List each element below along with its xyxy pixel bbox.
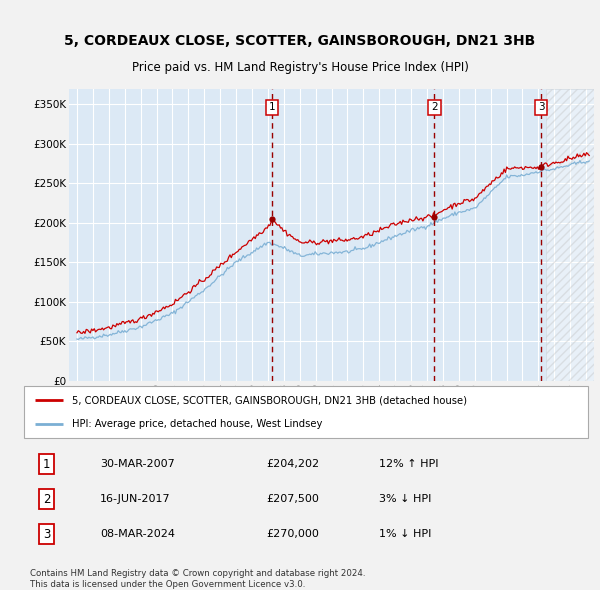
Bar	[546, 88, 594, 381]
Text: 1: 1	[269, 103, 275, 113]
Text: 5, CORDEAUX CLOSE, SCOTTER, GAINSBOROUGH, DN21 3HB: 5, CORDEAUX CLOSE, SCOTTER, GAINSBOROUGH…	[64, 34, 536, 48]
Text: 3: 3	[538, 103, 544, 113]
Text: £204,202: £204,202	[266, 459, 320, 469]
Text: 1% ↓ HPI: 1% ↓ HPI	[379, 529, 431, 539]
Text: £207,500: £207,500	[266, 494, 319, 504]
Text: Price paid vs. HM Land Registry's House Price Index (HPI): Price paid vs. HM Land Registry's House …	[131, 61, 469, 74]
Text: 3% ↓ HPI: 3% ↓ HPI	[379, 494, 431, 504]
Text: 16-JUN-2017: 16-JUN-2017	[100, 494, 171, 504]
Text: 30-MAR-2007: 30-MAR-2007	[100, 459, 175, 469]
Text: 08-MAR-2024: 08-MAR-2024	[100, 529, 175, 539]
Text: £270,000: £270,000	[266, 529, 319, 539]
Text: 2: 2	[43, 493, 50, 506]
Text: 3: 3	[43, 527, 50, 540]
Text: Contains HM Land Registry data © Crown copyright and database right 2024.
This d: Contains HM Land Registry data © Crown c…	[29, 569, 365, 589]
FancyBboxPatch shape	[24, 386, 588, 438]
Text: 2: 2	[431, 103, 437, 113]
Text: HPI: Average price, detached house, West Lindsey: HPI: Average price, detached house, West…	[72, 419, 322, 430]
Text: 1: 1	[43, 458, 50, 471]
Text: 5, CORDEAUX CLOSE, SCOTTER, GAINSBOROUGH, DN21 3HB (detached house): 5, CORDEAUX CLOSE, SCOTTER, GAINSBOROUGH…	[72, 395, 467, 405]
Text: 12% ↑ HPI: 12% ↑ HPI	[379, 459, 439, 469]
